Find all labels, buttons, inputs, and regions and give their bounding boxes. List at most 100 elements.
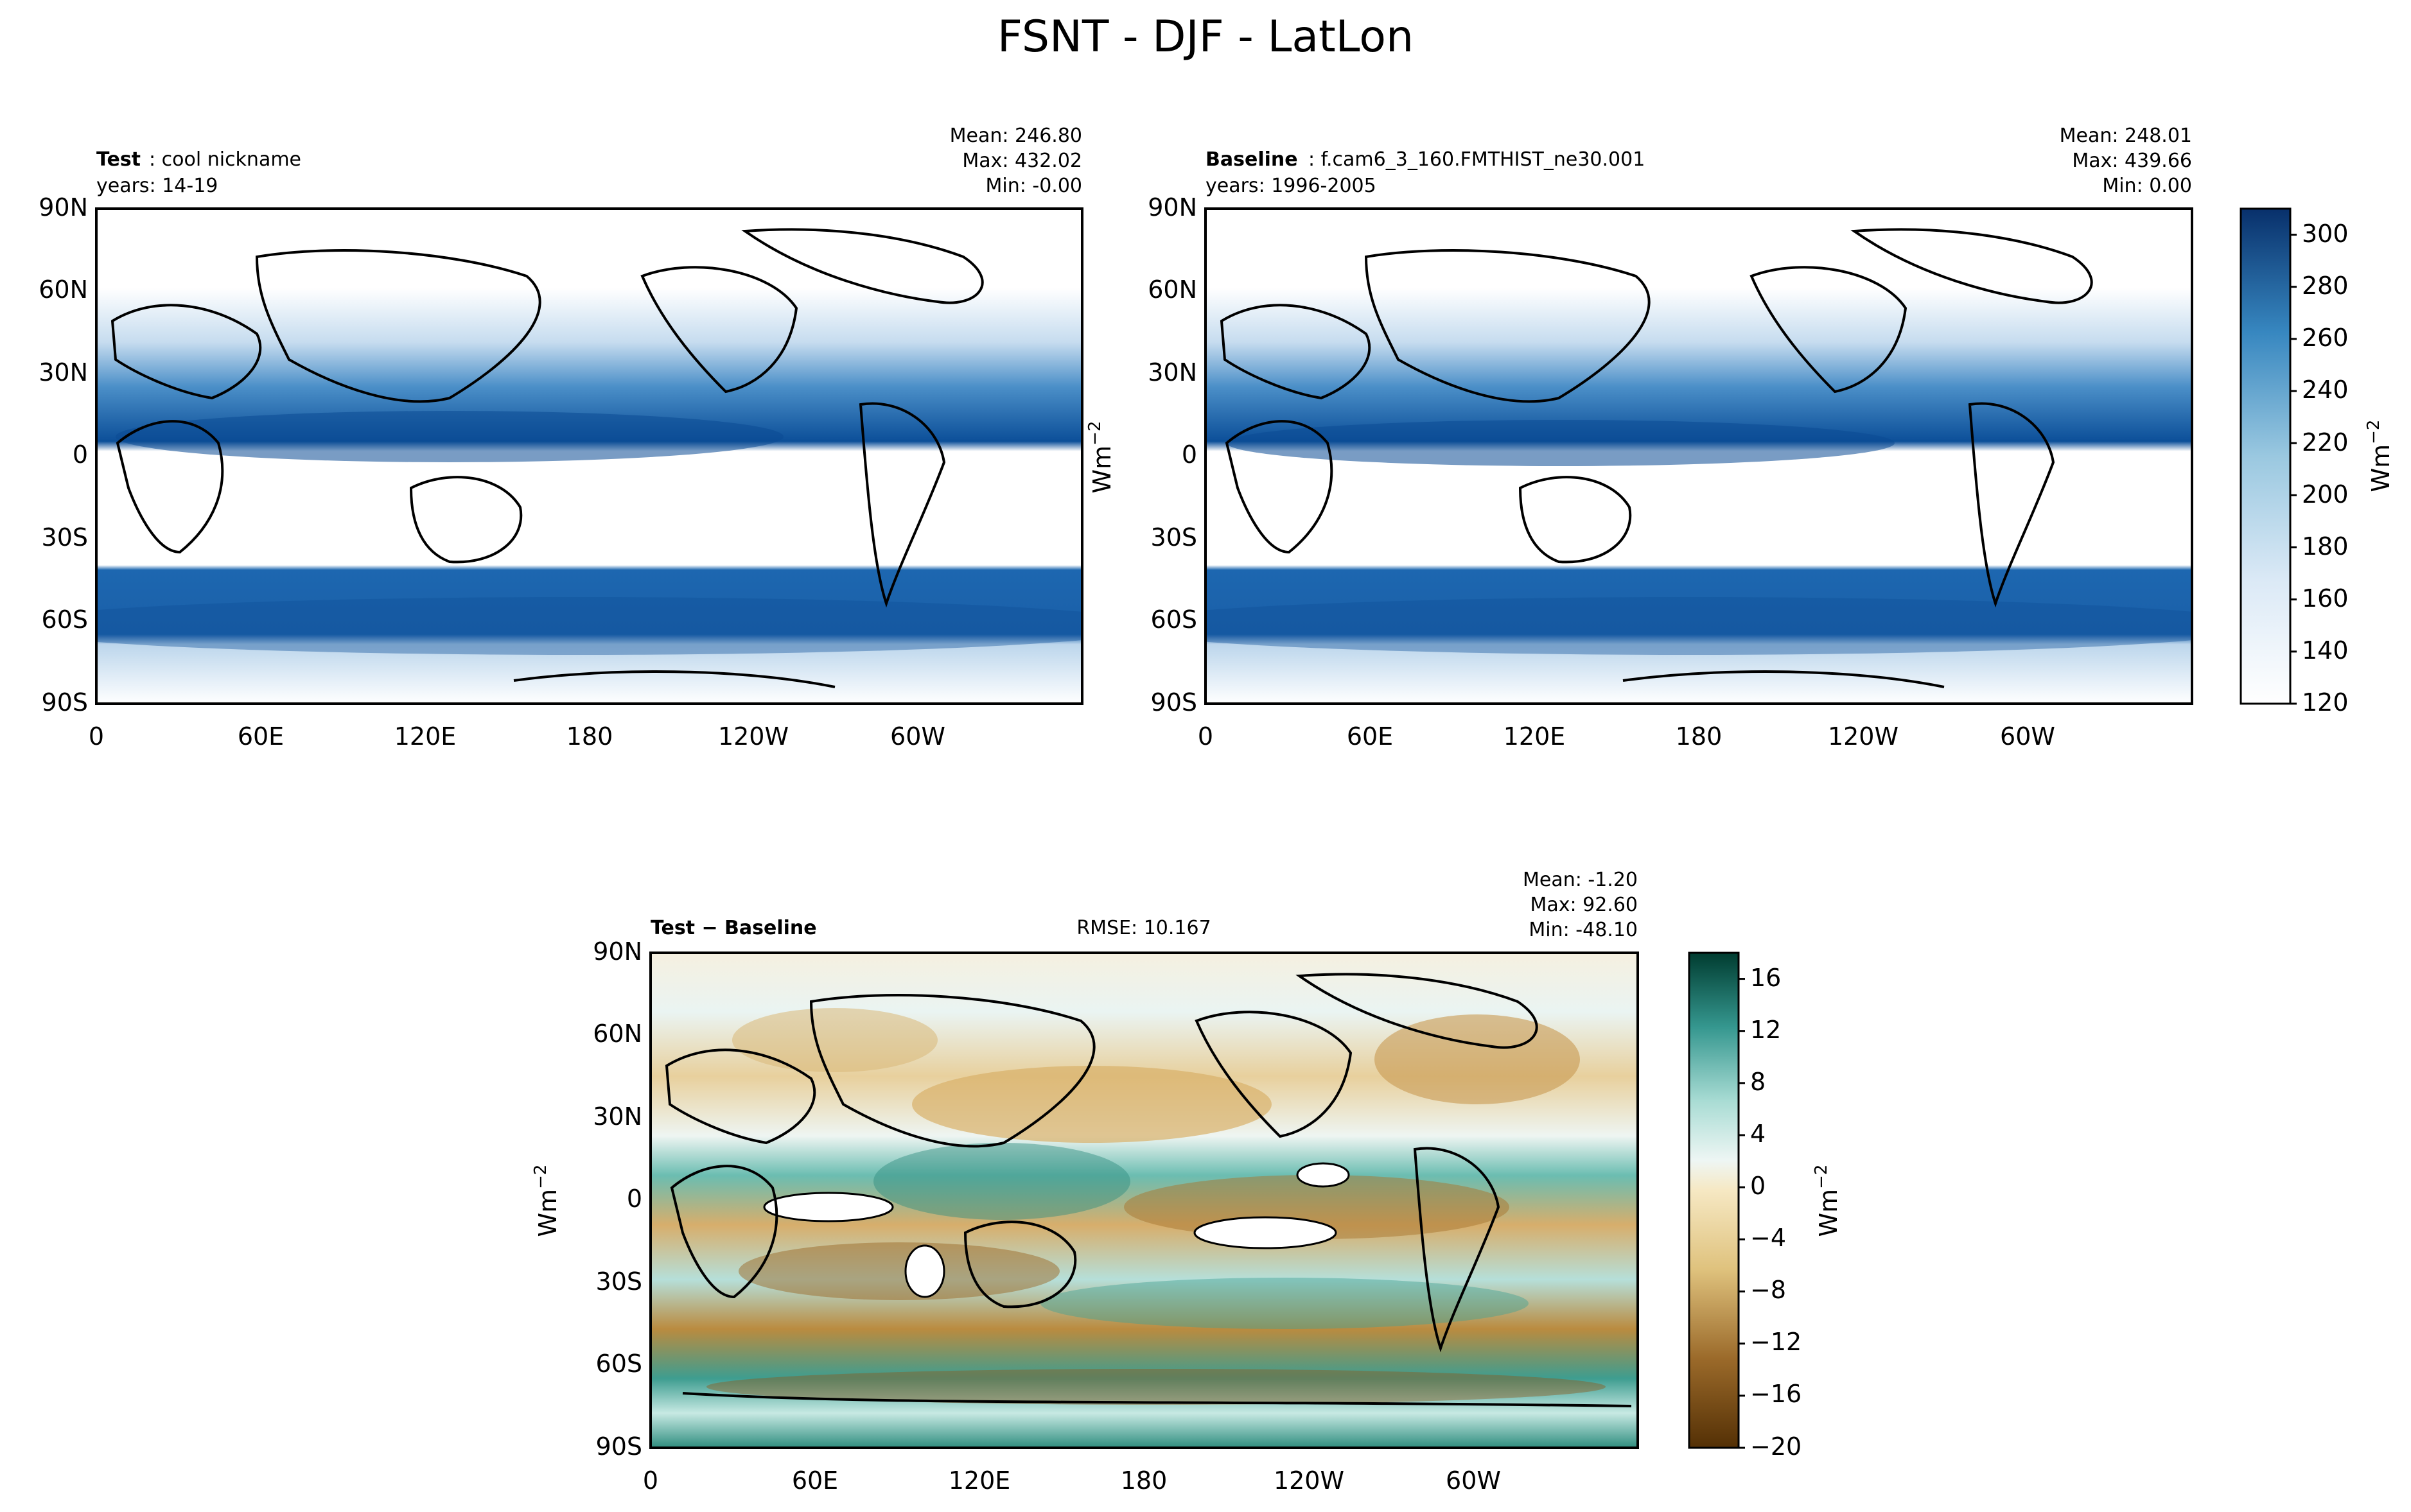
diff-rmse: RMSE: 10.167 [1076,917,1211,939]
diff-xtick-label: 0 [643,1466,658,1495]
diff-max: Max: 92.60 [1530,894,1638,916]
test-field-dark-band [116,411,784,462]
diff-colorbar-label-text: Wm−2 [1812,1165,1843,1237]
diff-ticklabel: 12 [1750,1016,1781,1044]
baseline-ytick-label: 30N [1148,358,1197,387]
diff-label: Test − Baseline [651,917,817,939]
diff-white-patches [763,1162,1350,1298]
baseline-xtick-label: 120W [1828,722,1898,751]
test-field-dark-south [96,597,1082,655]
test-max: Max: 432.02 [962,150,1082,172]
test-label-bold: Test [96,148,141,171]
diff-xtick-label: 120E [949,1466,1011,1495]
diff-ticklabel: 0 [1750,1172,1766,1200]
test-min: Min: -0.00 [986,175,1083,197]
baseline-xticks: 0 60E 120E 180 120W 60W [1198,722,2055,751]
blue-colorbar-label-sup: −2 [2364,420,2383,444]
diff-ytick-label: 90N [593,937,642,966]
diff-xticks: 0 60E 120E 180 120W 60W [643,1466,1501,1495]
diff-colorbar-frame [1688,952,1740,1449]
blue-ticklabel: 120 [2302,688,2349,717]
test-map-frame [95,207,1083,705]
blue-ticklabel: 220 [2302,428,2349,456]
baseline-ytick-label: 60N [1148,275,1197,304]
baseline-map-field [1206,209,2192,704]
test-xtick-label: 180 [566,722,613,751]
diff-ticklabel: 8 [1750,1068,1766,1096]
diff-colorbar-ticks [1739,978,1745,1449]
test-xtick-label: 60E [238,722,284,751]
baseline-field-dark-band [1227,420,1895,466]
diff-ytick-label: 30N [593,1102,642,1131]
diff-colorbar: 16 12 8 4 0 −4 −8 −12 −16 −20 Wm−2 [1688,952,1843,1461]
baseline-ytick-label: 90S [1151,688,1197,717]
diff-yticks: 90N 60N 30N 0 30S 60S 90S [593,937,642,1461]
diff-ylabel-sup: −2 [531,1165,550,1189]
baseline-field-dark-south [1206,597,2192,655]
diff-colorbar-label-sup: −2 [1812,1165,1831,1189]
baseline-max: Max: 439.66 [2072,150,2192,172]
test-xtick-label: 120W [718,722,789,751]
baseline-label-rest: : f.cam6_3_160.FMTHIST_ne30.001 [1308,148,1645,171]
diff-ytick-label: 90S [596,1432,642,1461]
diff-map-frame [649,952,1639,1449]
blue-colorbar: 120 140 160 180 200 220 240 260 280 300 … [2240,207,2395,717]
test-xtick-label: 120E [394,722,457,751]
blue-ticklabel: 180 [2302,532,2349,560]
baseline-ylabel-sup: −2 [1085,421,1105,446]
diff-colorbar-label-base: Wm [1814,1189,1843,1237]
baseline-ylabel-text: Wm−2 [1085,421,1116,494]
diff-continents [665,973,1632,1407]
diff-min: Min: -48.10 [1529,919,1638,941]
figure-title: FSNT - DJF - LatLon [997,12,1414,62]
baseline-ylabel-base: Wm [1088,446,1116,494]
baseline-label-bold: Baseline [1206,148,1298,171]
diff-xtick-label: 60E [792,1466,838,1495]
diff-ylabel-text: Wm−2 [531,1165,562,1237]
diff-xtick-label: 60W [1446,1466,1501,1495]
diff-ticklabel: −20 [1750,1432,1802,1461]
test-ytick-label: 30N [39,358,88,387]
test-ytick-label: 60S [42,605,88,634]
diff-ytick-label: 0 [627,1185,642,1213]
baseline-min: Min: 0.00 [2102,175,2192,197]
blue-colorbar-label-text: Wm−2 [2364,420,2395,492]
diff-ylabel: Wm−2 [531,1165,562,1237]
blue-ticklabel: 140 [2302,636,2349,665]
blue-colorbar-fill [2241,209,2290,704]
diff-ticklabel: −8 [1750,1276,1786,1304]
diff-colorbar-fill [1689,953,1739,1448]
test-mean: Mean: 246.80 [950,125,1082,147]
panel-test: Test : cool nickname years: 14-19 Mean: … [39,125,1083,751]
baseline-xtick-label: 60W [2000,722,2055,751]
blue-ticklabel: 160 [2302,584,2349,613]
test-map-field [96,209,1082,704]
blue-ticklabel: 260 [2302,324,2349,352]
baseline-xtick-label: 120E [1504,722,1566,751]
diff-xtick-label: 120W [1274,1466,1344,1495]
test-yticks: 90N 60N 30N 0 30S 60S 90S [39,193,88,717]
baseline-years: years: 1996-2005 [1206,175,1376,197]
blue-colorbar-label-base: Wm [2367,444,2395,492]
diff-map-field [651,953,1638,1448]
diff-ylabel-base: Wm [534,1189,562,1237]
baseline-ytick-label: 0 [1182,440,1197,469]
blue-ticklabel: 200 [2302,480,2349,508]
blue-colorbar-frame [2240,207,2292,705]
test-ytick-label: 90N [39,193,88,222]
diff-ticklabel: −16 [1750,1380,1802,1408]
test-ytick-label: 90S [42,688,88,717]
baseline-mean: Mean: 248.01 [2060,125,2192,147]
diff-ticklabel: −4 [1750,1224,1786,1252]
test-years: years: 14-19 [96,175,218,197]
test-continents [110,228,984,688]
test-xticks: 0 60E 120E 180 120W 60W [89,722,945,751]
baseline-ylabel: Wm−2 [1085,421,1116,494]
diff-colorbar-label: Wm−2 [1812,1165,1843,1237]
blue-ticklabel: 300 [2302,220,2349,248]
baseline-ytick-label: 60S [1151,605,1197,634]
diff-ytick-label: 30S [596,1267,642,1296]
diff-ticklabel: 4 [1750,1120,1766,1148]
diff-ticklabel: −12 [1750,1328,1802,1356]
